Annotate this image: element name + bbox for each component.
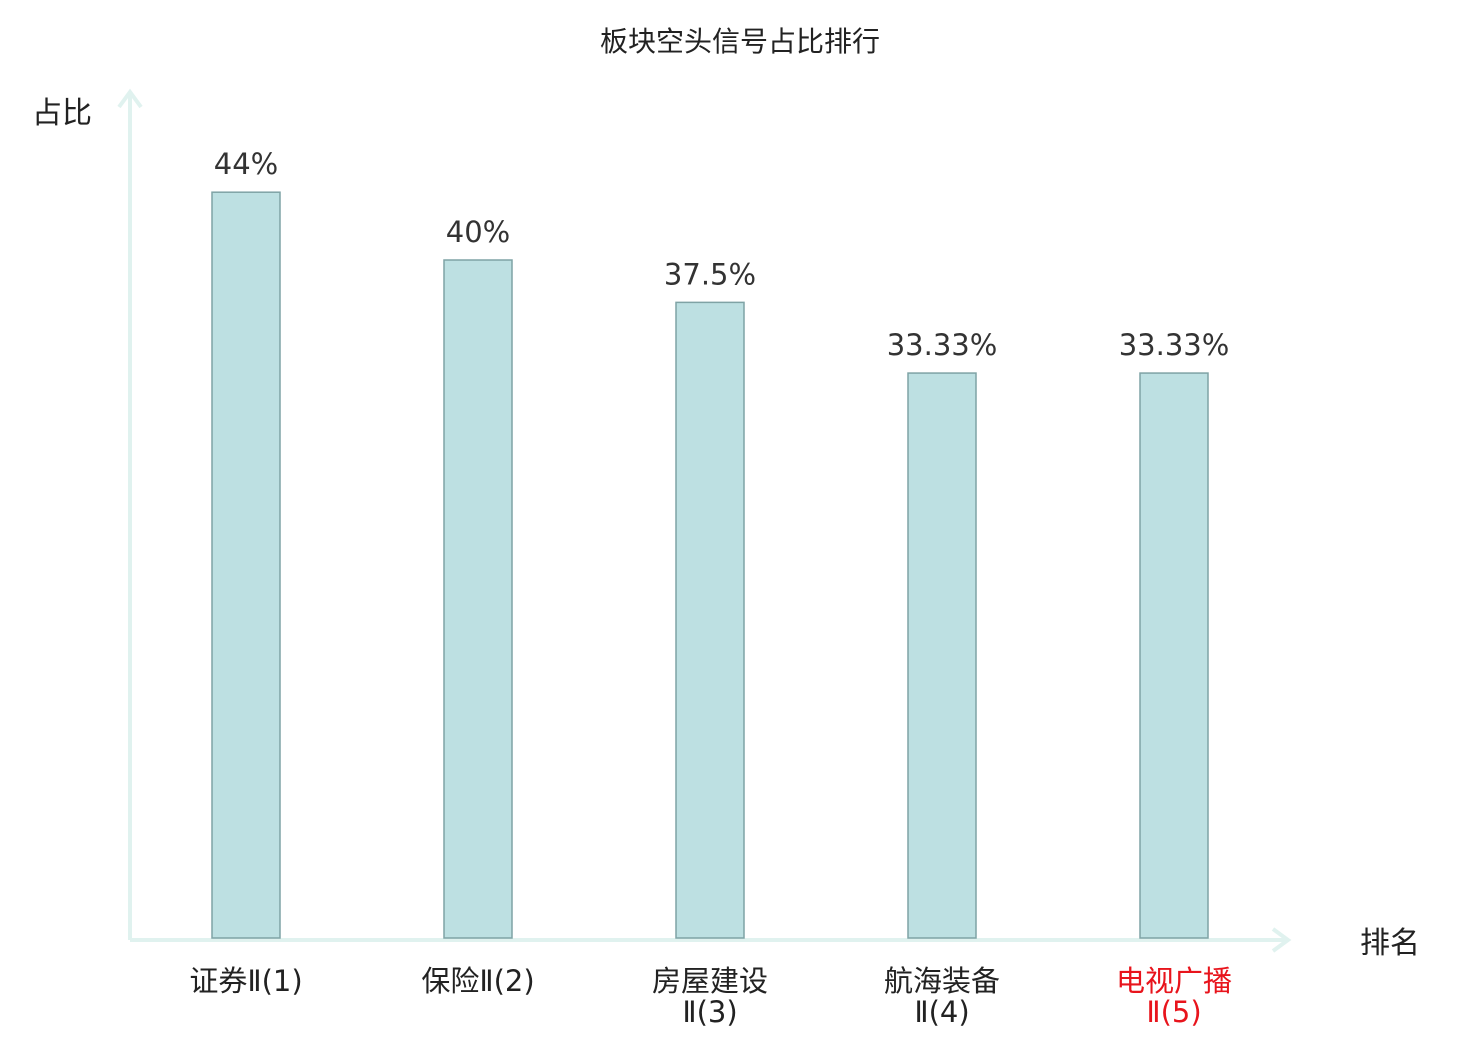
bars (211, 191, 1209, 939)
bar (907, 372, 977, 939)
chart-title: 板块空头信号占比排行 (599, 25, 880, 58)
category-label: 航海装备 Ⅱ(4) (822, 966, 1062, 1028)
category-name: 房屋建设 (651, 964, 768, 998)
category-name: 电视广播 (1115, 964, 1232, 998)
category-name: 保险 (421, 964, 480, 998)
axes (117, 88, 1292, 953)
bar-value-label: 44% (214, 147, 278, 181)
bar (1139, 372, 1209, 939)
bar-value-label: 40% (446, 215, 510, 249)
category-name: 证券 (189, 964, 248, 998)
category-suffix: Ⅱ(1) (247, 964, 303, 998)
category-label: 房屋建设 Ⅱ(3) (590, 966, 830, 1028)
category-suffix: Ⅱ(2) (479, 964, 535, 998)
x-axis-arrow-icon (1271, 927, 1292, 953)
category-label: 证券Ⅱ(1) (126, 966, 366, 997)
category-label: 电视广播 Ⅱ(5) (1054, 966, 1294, 1028)
bar-value-label: 33.33% (887, 328, 998, 362)
y-axis-label: 占比 (32, 96, 92, 131)
bar (675, 301, 745, 939)
category-suffix: Ⅱ(3) (682, 995, 738, 1029)
x-axis-label: 排名 (1360, 926, 1420, 961)
category-suffix: Ⅱ(5) (1146, 995, 1202, 1029)
value-labels: 44% 40% 37.5% 33.33% 33.33% (214, 147, 1230, 362)
category-name: 航海装备 (883, 964, 1000, 998)
category-suffix: Ⅱ(4) (914, 995, 970, 1029)
bar (443, 259, 513, 939)
category-label: 保险Ⅱ(2) (358, 966, 598, 997)
bar (211, 191, 281, 939)
y-axis-arrow-icon (117, 88, 143, 109)
bar-value-label: 33.33% (1119, 328, 1230, 362)
bar-value-label: 37.5% (664, 257, 756, 291)
